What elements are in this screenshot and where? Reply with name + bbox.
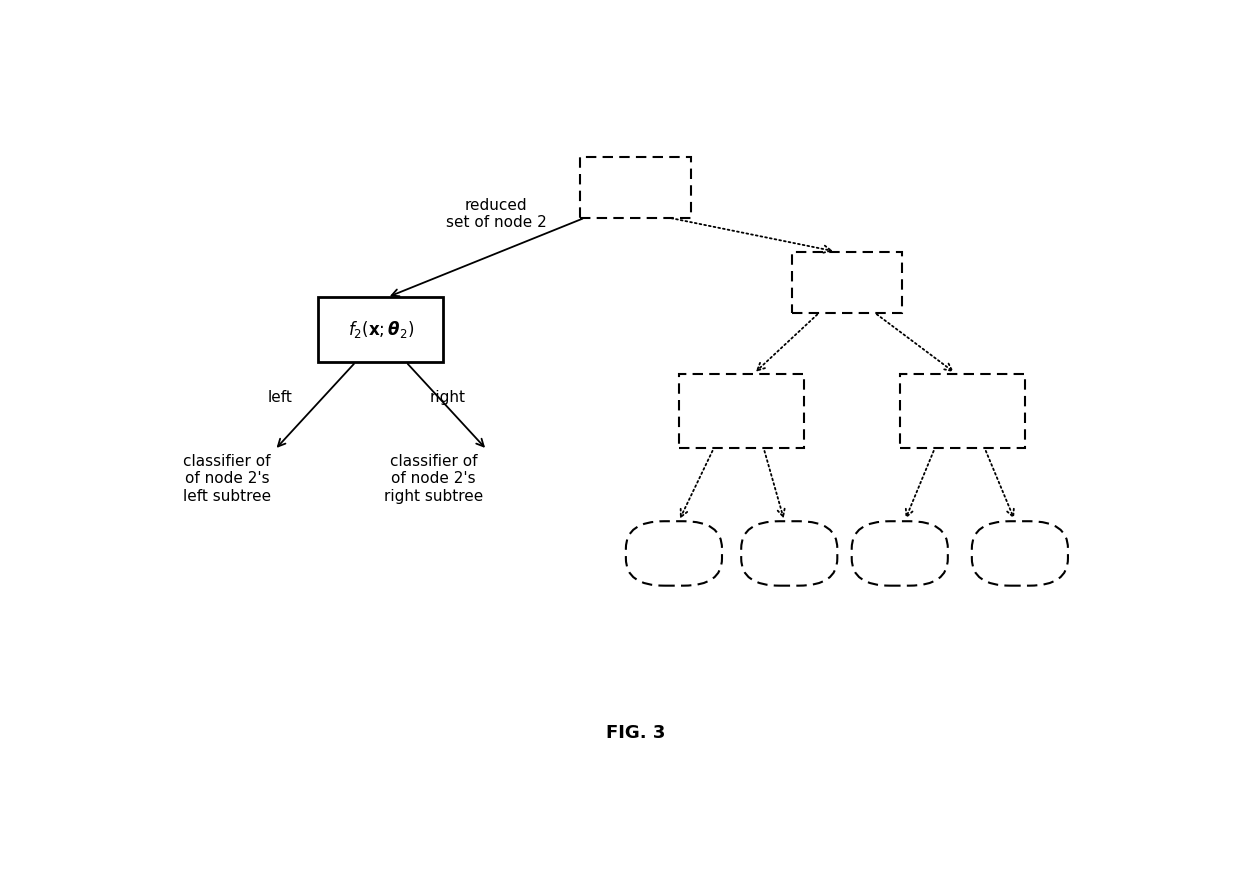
Bar [319,298,444,362]
Text: FIG. 3: FIG. 3 [606,724,665,742]
Bar [580,157,691,218]
Bar [900,374,1024,448]
FancyBboxPatch shape [972,522,1068,586]
FancyBboxPatch shape [742,522,837,586]
Bar [791,252,903,313]
Text: right: right [430,390,466,405]
Text: classifier of
of node 2's
right subtree: classifier of of node 2's right subtree [384,454,484,504]
FancyBboxPatch shape [852,522,947,586]
Text: $f_2(\mathbf{x};\boldsymbol{\theta}_2)$: $f_2(\mathbf{x};\boldsymbol{\theta}_2)$ [347,319,414,340]
FancyBboxPatch shape [626,522,722,586]
Text: left: left [268,390,293,405]
Bar [678,374,804,448]
Text: reduced
set of node 2: reduced set of node 2 [446,198,547,231]
Text: classifier of
of node 2's
left subtree: classifier of of node 2's left subtree [184,454,272,504]
